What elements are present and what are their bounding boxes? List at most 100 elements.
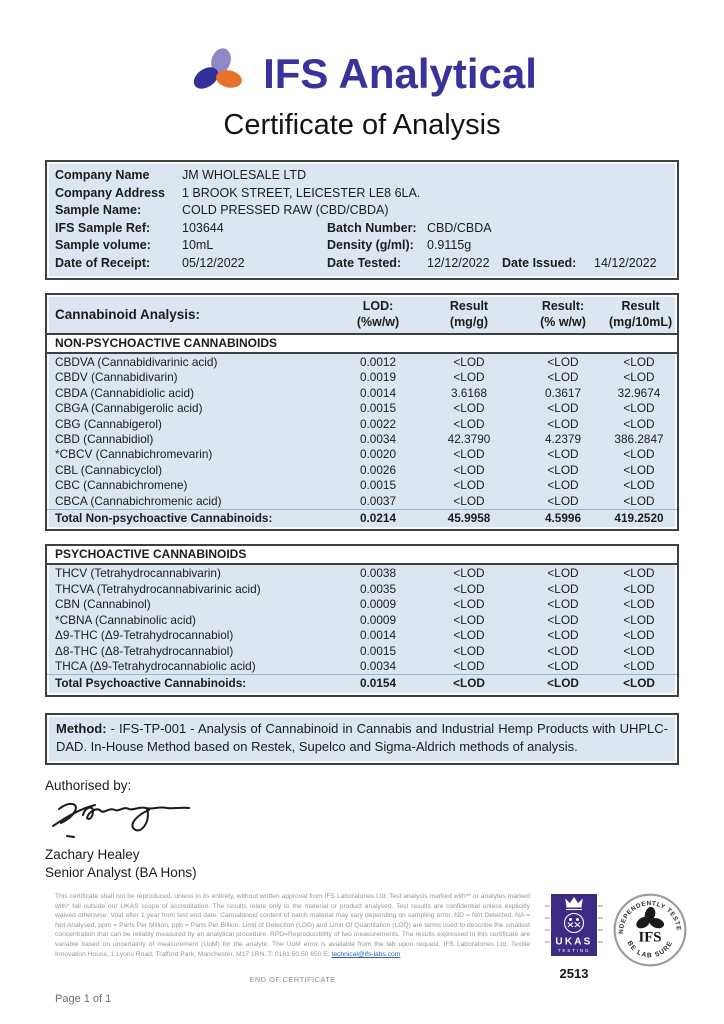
- info-label: Sample Name:: [55, 203, 142, 217]
- method-text: - IFS-TP-001 - Analysis of Cannabinoid i…: [56, 720, 668, 755]
- cell-value: <LOD: [623, 355, 655, 369]
- cell-value: <LOD: [453, 612, 485, 627]
- cell-value: <LOD: [547, 628, 579, 643]
- table-row: *CBCV (Cannabichromevarin) 0.0020 <LOD <LOD…: [47, 447, 677, 462]
- column-header-result-pww: Result: (% w/w): [540, 299, 586, 329]
- cell-value: <LOD: [547, 597, 579, 612]
- cell-analyte: THCVA (Tetrahydrocannabivarinic acid): [55, 581, 261, 596]
- cell-analyte: Total Psychoactive Cannabinoids:: [55, 676, 247, 691]
- ifs-logo-icon: [187, 46, 251, 101]
- table-total-row: Total Non-psychoactive Cannabinoids: 0.02…: [47, 509, 677, 528]
- cell-value: 4.5996: [544, 511, 582, 526]
- table-row: CBC (Cannabichromene) 0.0015 <LOD <LOD <LOD: [47, 478, 677, 493]
- cell-analyte: *CBCV (Cannabichromevarin): [55, 447, 213, 462]
- method-box: Method: - IFS-TP-001 - Analysis of Canna…: [45, 712, 679, 765]
- table-row: CBDA (Cannabidiolic acid) 0.0014 3.6168 0.3…: [47, 386, 677, 401]
- disclaimer-text: This certificate shall not be reproduced…: [55, 893, 530, 958]
- cell-value: 32.9674: [617, 385, 661, 400]
- column-header-result-mg10ml: Result (mg/10mL): [609, 299, 673, 329]
- psychoactive-section: PSYCHOACTIVE CANNABINOIDS THCV (Tetrahydr…: [47, 546, 677, 694]
- end-of-certificate-label: END OF CERTIFICATE: [249, 975, 336, 985]
- cell-value: <LOD: [547, 566, 579, 581]
- section-header: PSYCHOACTIVE CANNABINOIDS: [47, 546, 677, 566]
- cell-value: <LOD: [623, 597, 655, 612]
- authorisation-block: Authorised by: Zachary Healey Senior Ana…: [45, 778, 679, 882]
- table-row: CBG (Cannabigerol) 0.0022 <LOD <LOD <LOD: [47, 417, 677, 432]
- table-row: Δ8-THC (Δ8-Tetrahydrocannabiol) 0.0015 <LO…: [47, 644, 677, 659]
- cell-value: <LOD: [623, 370, 655, 385]
- cell-value: <LOD: [547, 462, 579, 477]
- cell-value: 45.9958: [447, 511, 491, 526]
- cell-value: <LOD: [453, 493, 485, 508]
- analysis-header-row: Cannabinoid Analysis: LOD: (%w/w) Result…: [47, 295, 677, 333]
- cell-value: <LOD: [547, 478, 579, 493]
- cell-value: 0.0009: [359, 612, 397, 627]
- info-value: 103644: [182, 220, 224, 235]
- info-row: IFS Sample Ref: 103644 Batch Number: CBD/CB…: [55, 220, 669, 238]
- table-row: CBL (Cannabicyclol) 0.0026 <LOD <LOD <LOD: [47, 463, 677, 478]
- header: IFS Analytical: [0, 0, 724, 101]
- info-label: Date Issued:: [502, 255, 577, 270]
- ukas-number: 2513: [559, 966, 589, 981]
- cell-analyte: CBN (Cannabinol): [55, 597, 151, 612]
- cell-value: <LOD: [623, 628, 655, 643]
- cell-value: <LOD: [547, 416, 579, 431]
- cell-value: 419.2520: [614, 511, 664, 526]
- table-row: CBN (Cannabinol) 0.0009 <LOD <LOD <LOD: [47, 597, 677, 612]
- cell-value: <LOD: [547, 581, 579, 596]
- cell-value: 42.3790: [447, 432, 491, 447]
- cell-value: 0.0034: [359, 432, 397, 447]
- section-rows: THCV (Tetrahydrocannabivarin) 0.0038 <LOD <…: [47, 565, 677, 694]
- info-label: Company Name: [55, 168, 150, 182]
- page-number: Page 1 of 1: [55, 993, 112, 1006]
- section-rows: CBDVA (Cannabidivarinic acid) 0.0012 <LOD <…: [47, 354, 677, 529]
- cell-value: <LOD: [623, 493, 655, 508]
- table-row: THCA (Δ9-Tetrahydrocannabiolic acid) 0.00…: [47, 659, 677, 674]
- cell-value: 0.0214: [359, 511, 397, 526]
- cell-value: <LOD: [453, 676, 485, 691]
- cell-value: <LOD: [453, 370, 485, 385]
- cell-analyte: CBG (Cannabigerol): [55, 416, 162, 431]
- cell-value: <LOD: [623, 643, 655, 658]
- cell-value: <LOD: [453, 628, 485, 643]
- cell-value: 0.0026: [359, 462, 397, 477]
- info-label: Company Address: [55, 185, 165, 200]
- cell-analyte: CBDVA (Cannabidivarinic acid): [55, 355, 218, 369]
- cell-analyte: CBGA (Cannabigerolic acid): [55, 401, 203, 416]
- cell-value: <LOD: [547, 355, 579, 369]
- cell-value: 0.0034: [359, 658, 397, 673]
- cell-value: <LOD: [547, 643, 579, 658]
- cell-value: 0.0014: [359, 385, 397, 400]
- cell-value: <LOD: [623, 658, 655, 673]
- cell-value: 3.6168: [450, 385, 488, 400]
- cell-value: 0.3617: [544, 385, 582, 400]
- cell-analyte: Total Non-psychoactive Cannabinoids:: [55, 511, 273, 526]
- table-row: CBD (Cannabidiol) 0.0034 42.3790 4.2379 386.…: [47, 432, 677, 447]
- cell-value: <LOD: [453, 597, 485, 612]
- info-value: 05/12/2022: [182, 255, 245, 270]
- cell-value: 0.0015: [359, 478, 397, 493]
- cell-value: <LOD: [623, 416, 655, 431]
- cell-value: 0.0012: [359, 355, 397, 369]
- ifs-seal-icon: IFS INDEPENDENTLY TESTED BE LAB SURE: [609, 887, 688, 973]
- info-value: JM WHOLESALE LTD: [182, 168, 307, 182]
- cell-value: <LOD: [623, 676, 655, 691]
- ukas-subtitle: TESTING: [558, 948, 591, 953]
- cell-value: 0.0015: [359, 401, 397, 416]
- cell-analyte: THCA (Δ9-Tetrahydrocannabiolic acid): [55, 658, 256, 673]
- cell-analyte: CBL (Cannabicyclol): [55, 462, 163, 477]
- cannabinoid-analysis-table: Cannabinoid Analysis: LOD: (%w/w) Result…: [45, 293, 679, 532]
- column-header-result-mgg: Result (mg/g): [449, 299, 489, 329]
- footer: This certificate shall not be reproduced…: [55, 887, 688, 1006]
- cell-analyte: CBDA (Cannabidiolic acid): [55, 385, 195, 400]
- analysis-title: Cannabinoid Analysis:: [55, 306, 201, 322]
- email-link[interactable]: technical@ifs-labs.com: [331, 950, 401, 958]
- cell-value: <LOD: [453, 478, 485, 493]
- cell-value: <LOD: [453, 581, 485, 596]
- cell-analyte: CBD (Cannabidiol): [55, 432, 154, 447]
- info-row: Date of Receipt: 05/12/2022 Date Tested: 12…: [55, 255, 669, 273]
- cell-value: 0.0035: [359, 581, 397, 596]
- info-label: Date Tested:: [327, 255, 402, 270]
- analyst-name: Zachary Healey: [45, 846, 140, 862]
- cell-value: 0.0015: [359, 643, 397, 658]
